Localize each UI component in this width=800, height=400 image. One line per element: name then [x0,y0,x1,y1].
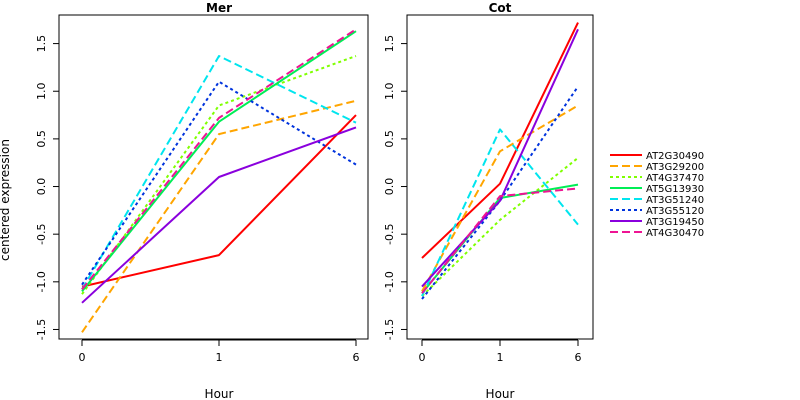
legend-label-at5g13930: AT5G13930 [646,184,704,195]
legend: AT2G30490AT3G29200AT4G37470AT5G13930AT3G… [610,151,704,239]
y-tick-label-mer-5: 1.0 [35,82,48,100]
y-tick-label-mer-2: -0.5 [35,223,48,244]
series-line-cot-at3g51240 [421,128,579,297]
x-axis-cot: 0 1 6 [419,339,582,364]
x-tick-label-mer-6: 6 [353,351,360,364]
series-line-cot-at3g55120 [421,85,579,300]
y-tick-label-cot-3: 0.0 [383,178,396,196]
x-axis-mer: 0 1 6 [79,339,360,364]
legend-label-at2g30490: AT2G30490 [646,151,704,162]
series-line-mer-at5g13930 [81,30,357,293]
series-line-cot-at3g19450 [421,28,579,288]
y-axis-cot: -1.5 -1.0 -0.5 0.0 0.5 1.0 1.5 [383,35,408,340]
y-tick-label-mer-0: -1.5 [35,319,48,340]
series-line-mer-at2g30490 [81,114,357,288]
y-tick-label-cot-4: 0.5 [383,130,396,148]
x-tick-label-cot-1: 1 [497,351,504,364]
series-line-cot-at4g30470 [421,187,579,294]
x-tick-label-mer-1: 1 [216,351,223,364]
legend-label-at3g55120: AT3G55120 [646,206,704,217]
y-tick-label-cot-5: 1.0 [383,82,396,100]
series-group-cot [421,22,579,300]
panel-cot: Cot 0 1 6 -1.5 -1.0 -0.5 0.0 0.5 1.0 1.5 Hour [383,1,594,400]
legend-label-at4g30470: AT4G30470 [646,228,704,239]
series-line-mer-at4g30470 [81,28,357,291]
y-axis-title: centered expression [0,139,12,261]
panel-title-cot: Cot [489,1,512,15]
x-axis-title-cot: Hour [486,387,515,400]
series-line-mer-at4g37470 [81,55,357,295]
panel-mer: Mer 0 1 6 -1.5 -1.0 -0.5 0.0 0.5 1.0 1.5 Hour [35,1,369,400]
series-line-mer-at3g19450 [81,126,357,304]
y-tick-label-mer-4: 0.5 [35,130,48,148]
series-line-cot-at2g30490 [421,22,579,259]
legend-label-at3g51240: AT3G51240 [646,195,704,206]
x-axis-title-mer: Hour [205,387,234,400]
legend-label-at3g29200: AT3G29200 [646,162,704,173]
panel-title-mer: Mer [206,1,232,15]
y-tick-label-cot-6: 1.5 [383,35,396,53]
plot-frame-mer [58,14,369,340]
series-group-mer [81,28,357,333]
y-axis-mer: -1.5 -1.0 -0.5 0.0 0.5 1.0 1.5 [35,35,60,340]
series-line-cot-at3g29200 [421,104,579,292]
y-tick-label-cot-0: -1.5 [383,319,396,340]
plot-frame-cot [406,14,594,340]
x-tick-label-mer-0: 0 [79,351,86,364]
y-tick-label-mer-6: 1.5 [35,35,48,53]
y-tick-label-mer-1: -1.0 [35,271,48,292]
y-tick-label-cot-1: -1.0 [383,271,396,292]
legend-label-at3g19450: AT3G19450 [646,217,704,228]
series-line-mer-at3g51240 [81,55,357,290]
legend-label-at4g37470: AT4G37470 [646,173,704,184]
series-line-cot-at4g37470 [421,157,579,297]
series-line-mer-at3g29200 [81,99,357,333]
x-tick-label-cot-6: 6 [575,351,582,364]
y-tick-label-cot-2: -0.5 [383,223,396,244]
x-tick-label-cot-0: 0 [419,351,426,364]
y-tick-label-mer-3: 0.0 [35,178,48,196]
